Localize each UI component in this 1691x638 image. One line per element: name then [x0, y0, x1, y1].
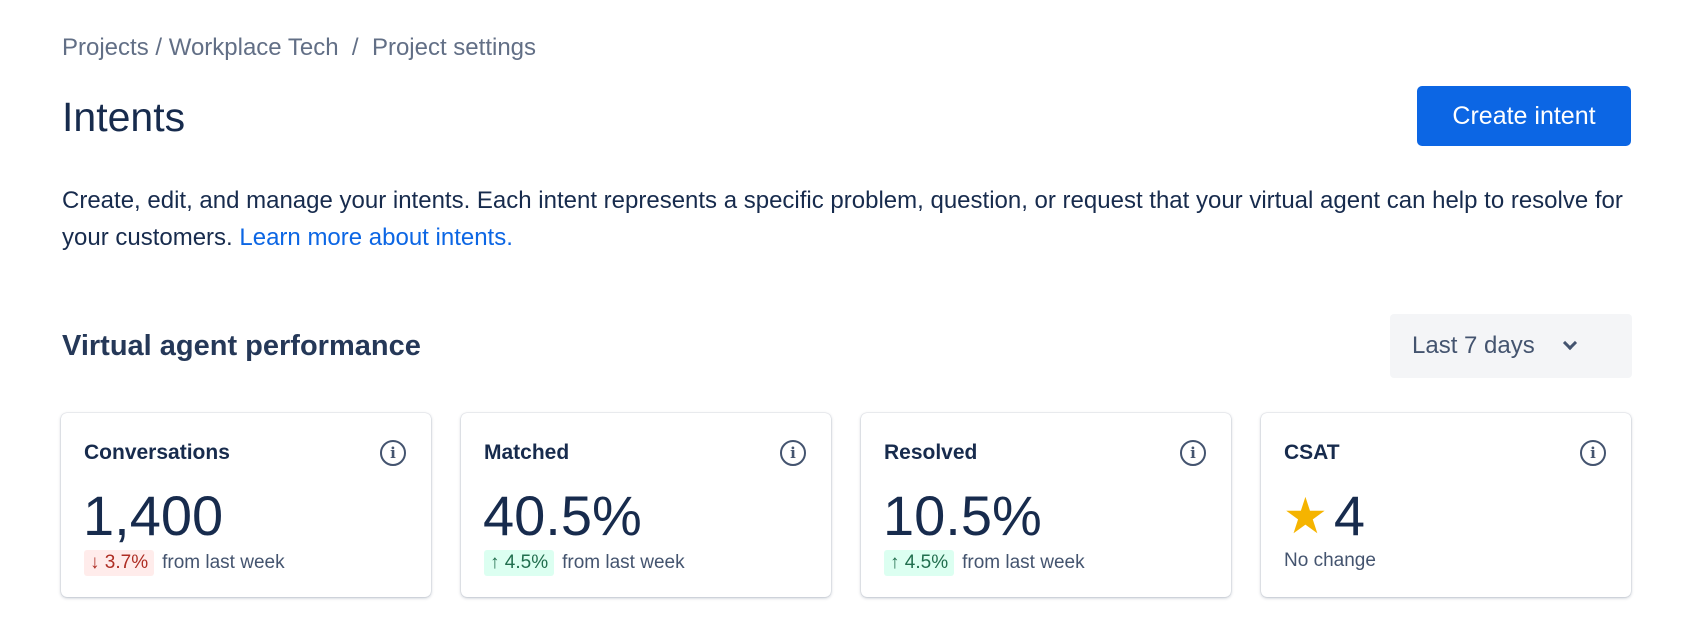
metric-label: Matched: [484, 441, 570, 464]
create-intent-button[interactable]: Create intent: [1417, 86, 1631, 146]
metric-change: ↓ 3.7% from last week: [84, 550, 285, 576]
info-icon[interactable]: i: [1180, 440, 1206, 466]
info-icon[interactable]: i: [380, 440, 406, 466]
change-note: from last week: [962, 552, 1085, 573]
metric-card-csat: CSAT i ★ 4 No change: [1261, 413, 1631, 597]
description-text: Create, edit, and manage your intents. E…: [62, 187, 1623, 251]
metric-value: ★ 4: [1283, 483, 1365, 548]
change-note: from last week: [162, 552, 285, 573]
csat-value: 4: [1333, 484, 1365, 547]
star-icon: ★: [1283, 487, 1328, 544]
page-title: Intents: [62, 94, 186, 140]
breadcrumb: Projects / Workplace Tech / Project sett…: [62, 34, 536, 62]
date-range-value: Last 7 days: [1412, 332, 1535, 359]
metric-change: ↑ 4.5% from last week: [884, 550, 1085, 576]
metric-change: ↑ 4.5% from last week: [484, 550, 685, 576]
change-note: from last week: [562, 552, 685, 573]
metric-label: Conversations: [84, 441, 230, 464]
breadcrumb-projects[interactable]: Projects: [62, 34, 149, 61]
learn-more-link[interactable]: Learn more about intents.: [239, 224, 513, 251]
change-badge: ↓ 3.7%: [84, 550, 155, 576]
info-icon[interactable]: i: [780, 440, 806, 466]
metric-card-matched: Matched i 40.5% ↑ 4.5% from last week: [461, 413, 831, 597]
metric-label: Resolved: [884, 441, 978, 464]
change-note: No change: [1284, 550, 1376, 571]
metric-card-conversations: Conversations i 1,400 ↓ 3.7% from last we…: [61, 413, 431, 597]
breadcrumb-project-settings[interactable]: Project settings: [371, 34, 537, 61]
metric-label: CSAT: [1284, 441, 1340, 464]
metric-value: 1,400: [83, 484, 224, 547]
change-badge: ↑ 4.5%: [884, 550, 955, 576]
chevron-down-icon: [1562, 335, 1577, 351]
change-badge: ↑ 4.5%: [484, 550, 555, 576]
metric-value: 40.5%: [483, 484, 642, 547]
info-icon[interactable]: i: [1580, 440, 1606, 466]
metric-card-resolved: Resolved i 10.5% ↑ 4.5% from last week: [861, 413, 1231, 597]
breadcrumb-separator: /: [148, 34, 169, 61]
date-range-select[interactable]: Last 7 days: [1390, 314, 1632, 378]
metric-change: No change: [1284, 550, 1376, 572]
breadcrumb-separator: /: [338, 34, 372, 61]
page-description: Create, edit, and manage your intents. E…: [62, 182, 1642, 256]
breadcrumb-workplace-tech[interactable]: Workplace Tech: [168, 34, 339, 61]
section-title: Virtual agent performance: [62, 330, 421, 362]
metric-value: 10.5%: [883, 484, 1042, 547]
